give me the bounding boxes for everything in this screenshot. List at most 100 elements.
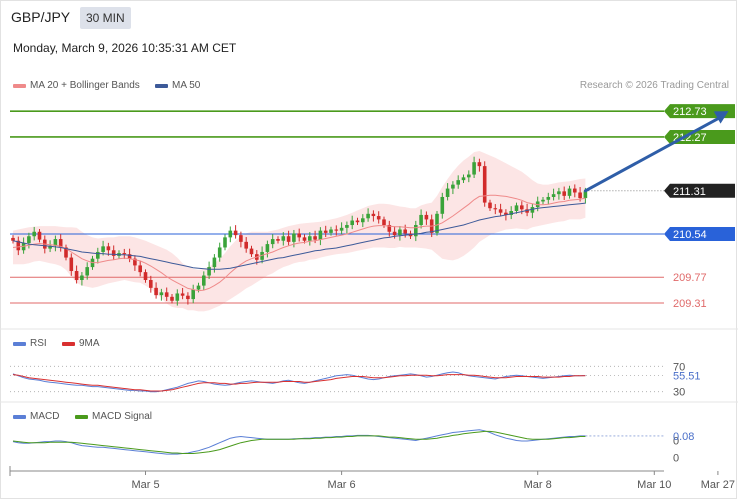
candle-body [180, 293, 185, 296]
candle-body [451, 184, 455, 189]
ma50-legend-label: MA 50 [172, 80, 201, 91]
candle-body [366, 213, 370, 219]
macd-last-label: 0.08 [673, 431, 694, 443]
candle-body [186, 295, 190, 300]
signal-swatch [75, 414, 88, 419]
candle-body [578, 192, 582, 199]
candle-body [217, 247, 222, 258]
candle-body [498, 209, 503, 213]
candle-body [80, 275, 84, 280]
candle-body [546, 196, 551, 200]
rsi-legend-label: RSI [30, 338, 47, 349]
timeframe-badge[interactable]: 30 MIN [80, 7, 131, 29]
candle-body [371, 213, 376, 217]
x-tick-label: Mar 5 [131, 479, 159, 491]
candle-body [133, 258, 137, 266]
level-tag-support [664, 227, 735, 241]
ma20-line [12, 194, 586, 292]
candle-body [445, 188, 450, 197]
candle-body [149, 280, 153, 288]
candle-body [392, 231, 397, 236]
research-credit: Research © 2026 Trading Central [579, 80, 729, 91]
rsi-last-label: 55.51 [673, 371, 701, 383]
candle-body [281, 236, 286, 241]
candle-body [504, 212, 508, 215]
legend-macd: MACD [13, 411, 59, 422]
candle-body [101, 246, 105, 252]
legend-macd-signal: MACD Signal [75, 411, 152, 422]
candle-body [493, 208, 498, 210]
legend-rsi: RSI [13, 338, 47, 349]
candle-body [207, 267, 211, 276]
candle-body [530, 207, 535, 213]
candle-body [472, 162, 476, 175]
candle-body [414, 225, 418, 237]
candle-body [382, 219, 386, 226]
candle-body [361, 218, 365, 223]
candle-body [32, 231, 36, 237]
candle-body [292, 233, 296, 242]
candle-body [376, 216, 381, 220]
candle-body [270, 239, 275, 245]
candle-body [228, 230, 233, 238]
candle-body [74, 271, 79, 280]
candle-body [535, 201, 540, 208]
candle-body [467, 174, 471, 178]
candle-body [345, 225, 349, 228]
candle-body [239, 235, 243, 242]
candle-body [223, 237, 227, 248]
candle-body [313, 236, 317, 240]
macd-tick-label: 0 [673, 452, 679, 464]
candle-body [249, 248, 254, 255]
candle-body [170, 296, 174, 301]
candle-body [48, 245, 52, 249]
candle-body [191, 289, 195, 300]
forecast-arrow [583, 114, 724, 193]
candle-body [387, 225, 392, 232]
forecast-arrow-head [713, 111, 729, 124]
candle-body [159, 292, 164, 296]
candle-body [16, 240, 21, 251]
candle-body [85, 267, 89, 276]
candle-body [339, 227, 344, 231]
candle-body [53, 239, 58, 246]
candle-body [509, 211, 513, 215]
candle-body [265, 244, 270, 252]
x-tick-label: Mar 27 [701, 479, 735, 491]
ma50-line [12, 202, 586, 270]
rsi-tick-label: 70 [673, 361, 685, 373]
candle-body [69, 257, 74, 272]
rsi-tick-label: 30 [673, 387, 685, 399]
candle-body [541, 199, 545, 202]
candle-body [525, 209, 529, 213]
x-tick-label: Mar 8 [524, 479, 552, 491]
symbol-title: GBP/JPY [11, 9, 71, 25]
candle-body [244, 241, 248, 249]
candle-body [212, 257, 217, 268]
candle-body [111, 250, 116, 256]
candle-body [37, 231, 42, 240]
candle-body [514, 205, 519, 211]
candle-body [567, 188, 572, 196]
candle-body [127, 254, 132, 259]
level-tag-resistance [664, 129, 735, 144]
candle-body [323, 230, 328, 233]
candle-body [286, 236, 291, 242]
rsi-ma-swatch [62, 341, 75, 346]
candle-body [573, 188, 577, 193]
level-label-target: 209.77 [673, 272, 707, 284]
candle-body [557, 191, 561, 195]
candle-body [154, 287, 158, 296]
candle-body [175, 293, 180, 301]
candle-body [64, 247, 68, 258]
candle-body [488, 202, 492, 209]
candle-body [164, 292, 169, 297]
level-label-resistance: 212.27 [673, 132, 707, 144]
candle-body [350, 220, 354, 226]
candle-body [562, 191, 566, 196]
candle-body [461, 177, 466, 181]
candle-body [276, 239, 280, 241]
candle-body [308, 236, 312, 241]
